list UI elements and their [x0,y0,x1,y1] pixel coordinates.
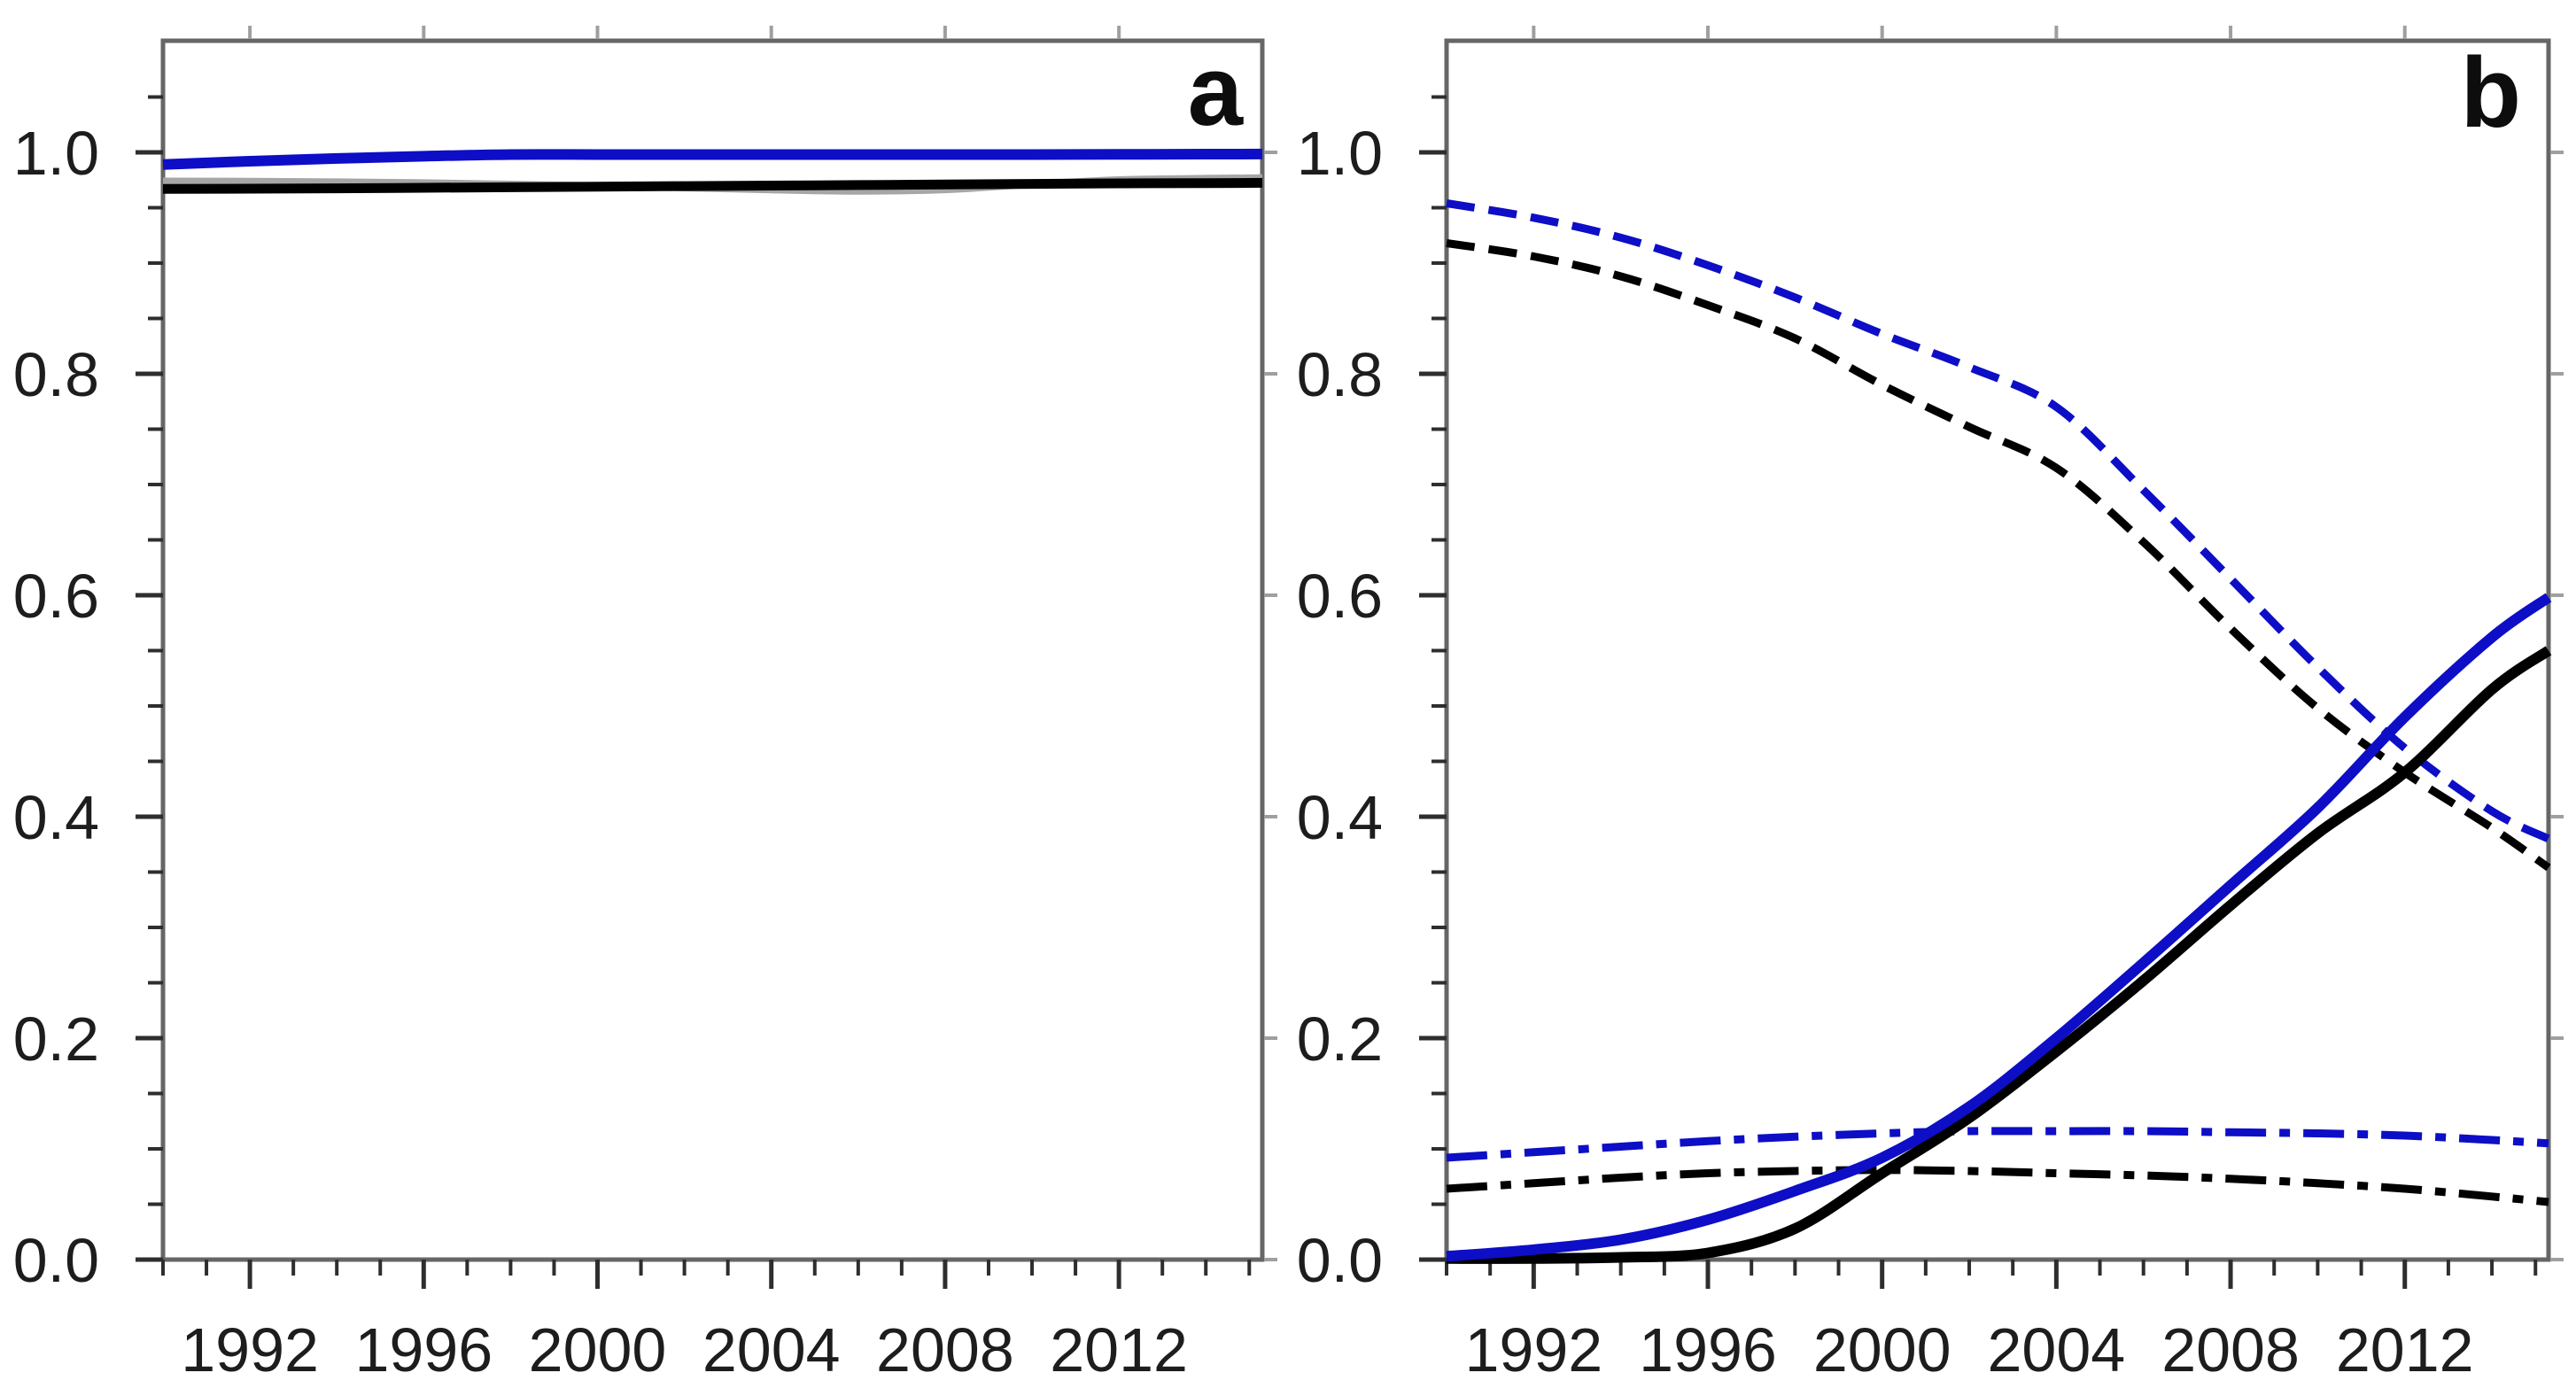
series-line-black-dashed [1446,239,2551,872]
x-tick-label: 1992 [1464,1315,1602,1384]
series-line-black-solid [1446,646,2552,1264]
x-tick-label: 2008 [876,1315,1014,1384]
x-tick-label: 2004 [702,1315,841,1384]
x-tick-label: 1996 [1639,1315,1777,1384]
x-tick-label: 2000 [529,1315,667,1384]
plot-frame [160,38,1265,1262]
panel-a-letter-label: a [1188,35,1244,146]
series-line-blue-solid [162,148,1263,170]
y-tick-label: 0.6 [13,562,99,631]
y-tick-label: 1.0 [1297,119,1383,188]
y-tick-label: 0.0 [1297,1226,1383,1295]
series-line-black-dashdot [1446,1166,2549,1206]
x-tick-label: 2004 [1988,1315,2126,1384]
y-tick-label: 0.2 [13,1004,99,1074]
x-tick-label: 1992 [181,1315,319,1384]
x-tick-label: 2012 [2336,1315,2474,1384]
y-tick-label: 0.4 [13,783,99,852]
y-tick-label: 0.2 [1297,1004,1383,1074]
y-tick-label: 0.8 [13,340,99,409]
x-tick-label: 1996 [354,1315,493,1384]
series-line-blue-solid [1446,593,2552,1262]
y-tick-label: 0.0 [13,1226,99,1295]
panel-a: 0.0 0.2 0.4 0.6 0.8 1.0 1992 1996 2000 2004 2008 20… [13,26,1277,1384]
series-line-blue-dashdot [1446,1127,2549,1162]
y-tick-label: 1.0 [13,119,99,188]
y-tick-label: 0.4 [1297,783,1383,852]
x-tick-label: 2000 [1813,1315,1951,1384]
plot-frame [1444,38,2551,1262]
y-tick-label: 0.6 [1297,562,1383,631]
series-line-black-solid [162,177,1263,194]
x-tick-label: 2008 [2161,1315,2300,1384]
x-tick-label: 2012 [1050,1315,1188,1384]
y-tick-label: 0.8 [1297,340,1383,409]
panel-b-letter-label: b [2461,37,2521,148]
panel-b: 0.0 0.2 0.4 0.6 0.8 1.0 1992 1996 2000 2004 2008 20… [1297,26,2564,1384]
